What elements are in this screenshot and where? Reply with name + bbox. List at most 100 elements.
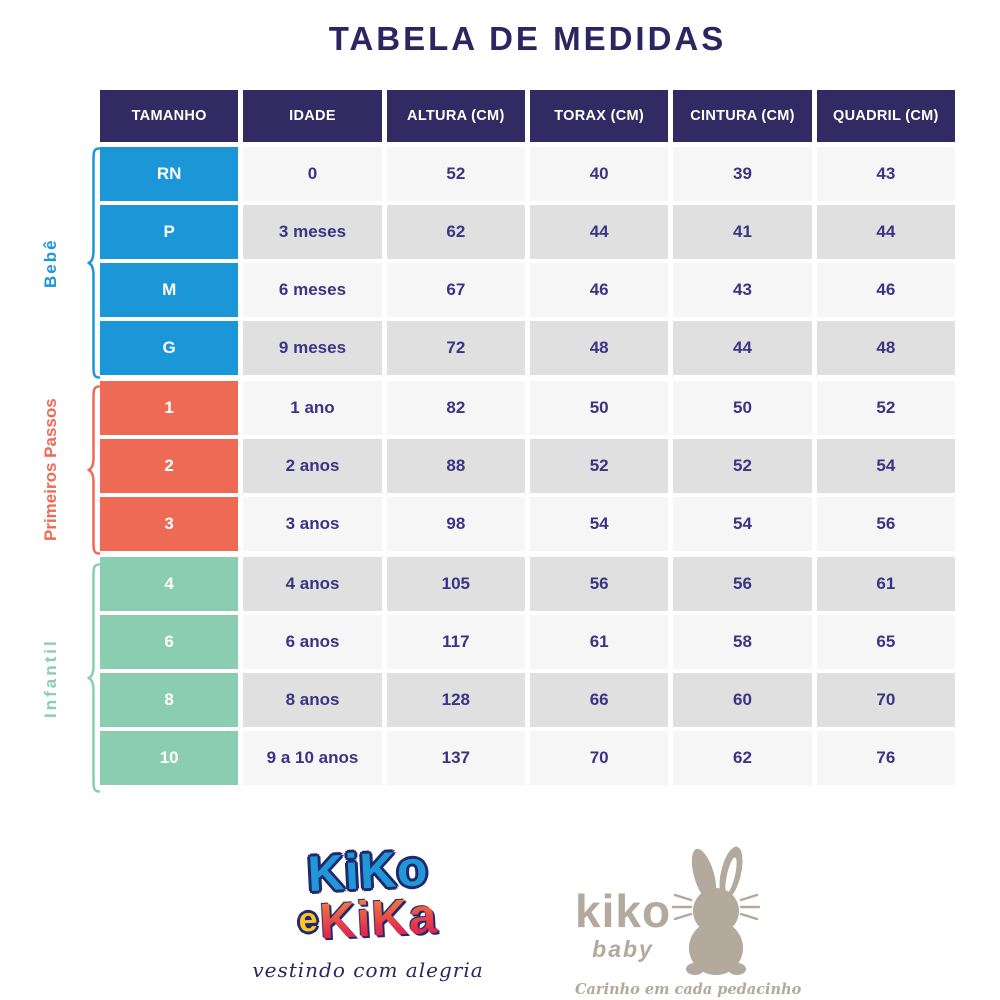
data-cell: 66 xyxy=(529,673,669,727)
brace-infantil-icon xyxy=(87,563,101,793)
data-cell: 54 xyxy=(529,497,669,551)
data-cell: 117 xyxy=(386,615,525,669)
data-cell: 70 xyxy=(816,673,955,727)
data-cell: 56 xyxy=(816,497,955,551)
data-cell: 65 xyxy=(816,615,955,669)
data-cell: 48 xyxy=(529,321,669,375)
data-cell: 43 xyxy=(673,263,812,317)
data-cell: 54 xyxy=(673,497,812,551)
size-cell: 1 xyxy=(100,381,239,435)
data-cell: 1 ano xyxy=(243,381,382,435)
data-cell: 67 xyxy=(386,263,525,317)
data-cell: 3 meses xyxy=(243,205,382,259)
data-cell: 4 anos xyxy=(243,557,382,611)
size-cell: P xyxy=(100,205,239,259)
data-cell: 56 xyxy=(529,557,669,611)
data-cell: 6 anos xyxy=(243,615,382,669)
size-cell: 3 xyxy=(100,497,239,551)
kiko-baby-name: kiko xyxy=(575,885,672,937)
column-header: ALTURA (CM) xyxy=(386,90,525,142)
brace-primeiros-passos-icon xyxy=(87,385,101,555)
data-cell: 54 xyxy=(816,439,955,493)
data-cell: 82 xyxy=(386,381,525,435)
data-cell: 137 xyxy=(386,731,525,785)
data-cell: 105 xyxy=(386,557,525,611)
data-cell: 48 xyxy=(816,321,955,375)
size-cell: 10 xyxy=(100,731,239,785)
group-bebe: Bebê xyxy=(30,147,102,379)
kika-wordmark: eKiKa xyxy=(247,887,489,950)
data-cell: 70 xyxy=(529,731,669,785)
kika-word: KiKa xyxy=(318,887,439,950)
data-cell: 128 xyxy=(386,673,525,727)
data-cell: 40 xyxy=(529,147,669,201)
column-header: IDADE xyxy=(243,90,382,142)
data-cell: 60 xyxy=(673,673,812,727)
data-cell: 44 xyxy=(673,321,812,375)
data-cell: 52 xyxy=(673,439,812,493)
data-cell: 3 anos xyxy=(243,497,382,551)
data-cell: 52 xyxy=(386,147,525,201)
size-cell: G xyxy=(100,321,239,375)
size-cell: 4 xyxy=(100,557,239,611)
kiko-baby-wordmark: kiko baby xyxy=(575,888,671,977)
data-cell: 41 xyxy=(673,205,812,259)
bunny-icon xyxy=(671,846,761,975)
size-cell: 2 xyxy=(100,439,239,493)
data-cell: 39 xyxy=(673,147,812,201)
data-cell: 9 meses xyxy=(243,321,382,375)
size-cell: M xyxy=(100,263,239,317)
data-cell: 62 xyxy=(673,731,812,785)
measurements-table: TAMANHO IDADE ALTURA (CM) TORAX (CM) CINTURA… xyxy=(100,90,955,789)
column-header: TORAX (CM) xyxy=(529,90,669,142)
data-cell: 50 xyxy=(673,381,812,435)
table-row: 10 9 a 10 anos 137 70 62 76 xyxy=(100,731,955,785)
data-cell: 58 xyxy=(673,615,812,669)
data-cell: 0 xyxy=(243,147,382,201)
data-cell: 52 xyxy=(816,381,955,435)
data-cell: 8 anos xyxy=(243,673,382,727)
group-label-primeiros-passos: Primeiros Passos xyxy=(41,398,60,542)
table-row: RN 0 52 40 39 43 xyxy=(100,147,955,201)
page-title: TABELA DE MEDIDAS xyxy=(328,20,727,57)
group-label-bebe: Bebê xyxy=(41,238,60,288)
data-cell: 76 xyxy=(816,731,955,785)
column-header: CINTURA (CM) xyxy=(673,90,812,142)
data-cell: 44 xyxy=(529,205,669,259)
data-cell: 2 anos xyxy=(243,439,382,493)
size-cell: 6 xyxy=(100,615,239,669)
data-cell: 43 xyxy=(816,147,955,201)
column-header: TAMANHO xyxy=(100,90,239,142)
size-cell: 8 xyxy=(100,673,239,727)
kiko-baby-tagline: Carinho em cada pedacinho xyxy=(575,981,802,998)
data-cell: 88 xyxy=(386,439,525,493)
size-cell: RN xyxy=(100,147,239,201)
data-cell: 61 xyxy=(816,557,955,611)
kiko-baby-logo: kiko baby xyxy=(575,845,802,998)
column-header: QUADRIL (CM) xyxy=(816,90,955,142)
kiko-baby-sub: baby xyxy=(592,936,654,962)
data-cell: 56 xyxy=(673,557,812,611)
kiko-e-kika-logo: KiKo eKiKa vestindo com alegria xyxy=(247,840,489,982)
kiko-e-kika-tagline: vestindo com alegria xyxy=(252,957,484,982)
data-cell: 61 xyxy=(529,615,669,669)
data-cell: 98 xyxy=(386,497,525,551)
data-cell: 50 xyxy=(529,381,669,435)
data-cell: 46 xyxy=(529,263,669,317)
group-label-infantil: Infantil xyxy=(41,638,60,718)
data-cell: 62 xyxy=(386,205,525,259)
logo-e-letter: e xyxy=(297,900,319,940)
table-header-row: TAMANHO IDADE ALTURA (CM) TORAX (CM) CINTURA… xyxy=(100,90,955,142)
brace-bebe-icon xyxy=(87,147,101,379)
data-cell: 46 xyxy=(816,263,955,317)
